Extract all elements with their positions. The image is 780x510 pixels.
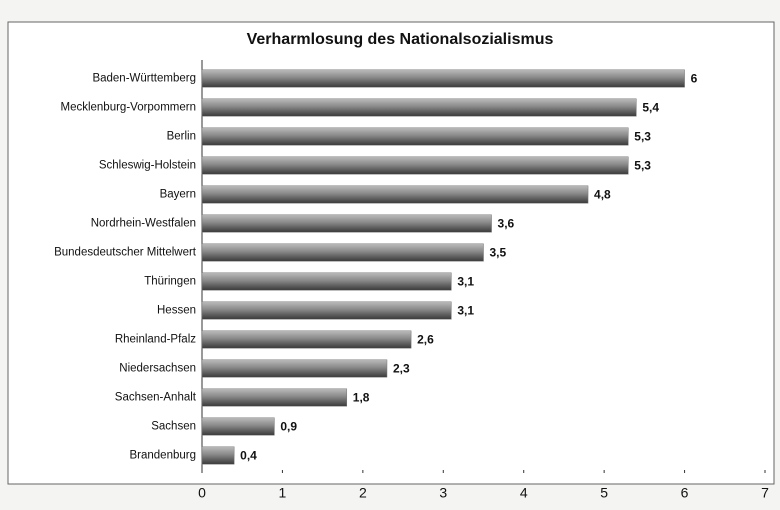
value-label: 3,1 bbox=[457, 304, 474, 318]
y-tick-label: Hessen bbox=[157, 305, 196, 317]
bar bbox=[201, 185, 589, 204]
y-tick-label: Bayern bbox=[160, 189, 196, 201]
x-tick-label: 1 bbox=[279, 485, 287, 501]
y-tick-label: Berlin bbox=[167, 131, 196, 143]
value-label: 2,3 bbox=[393, 362, 410, 376]
y-tick-label: Mecklenburg-Vorpommern bbox=[60, 102, 196, 114]
bar bbox=[201, 301, 452, 320]
y-tick-label: Baden-Württemberg bbox=[92, 73, 196, 85]
value-label: 3,1 bbox=[457, 275, 474, 289]
bar bbox=[201, 69, 685, 88]
y-tick-label: Sachsen-Anhalt bbox=[115, 392, 197, 404]
bar bbox=[201, 330, 412, 349]
x-tick-label: 5 bbox=[600, 485, 608, 501]
value-label: 6 bbox=[691, 72, 698, 86]
y-tick-label: Bundesdeutscher Mittelwert bbox=[54, 247, 197, 259]
y-tick-label: Sachsen bbox=[151, 421, 196, 433]
bar bbox=[201, 417, 275, 436]
bar bbox=[201, 272, 452, 291]
value-label: 0,9 bbox=[280, 420, 297, 434]
x-tick-label: 4 bbox=[520, 485, 528, 501]
y-tick-label: Nordrhein-Westfalen bbox=[91, 218, 196, 230]
value-label: 0,4 bbox=[240, 449, 257, 463]
bar bbox=[201, 359, 388, 378]
x-tick-label: 7 bbox=[761, 485, 769, 501]
chart-title: Verharmlosung des Nationalsozialismus bbox=[247, 31, 554, 48]
bar bbox=[201, 243, 484, 262]
x-tick-label: 3 bbox=[439, 485, 447, 501]
y-tick-label: Schleswig-Holstein bbox=[99, 160, 196, 172]
bar bbox=[201, 214, 492, 233]
value-label: 5,4 bbox=[642, 101, 659, 115]
bar bbox=[201, 127, 629, 146]
bar bbox=[201, 446, 235, 465]
bar bbox=[201, 98, 637, 117]
value-label: 4,8 bbox=[594, 188, 611, 202]
y-tick-label: Niedersachsen bbox=[119, 363, 196, 375]
bar bbox=[201, 156, 629, 175]
value-label: 3,6 bbox=[498, 217, 515, 231]
value-label: 1,8 bbox=[353, 391, 370, 405]
y-tick-label: Thüringen bbox=[144, 276, 196, 288]
bar bbox=[201, 388, 348, 407]
value-label: 5,3 bbox=[634, 130, 651, 144]
x-tick-label: 2 bbox=[359, 485, 367, 501]
value-label: 2,6 bbox=[417, 333, 434, 347]
value-label: 3,5 bbox=[490, 246, 507, 260]
y-tick-label: Brandenburg bbox=[130, 450, 197, 462]
x-tick-label: 6 bbox=[681, 485, 689, 501]
value-label: 5,3 bbox=[634, 159, 651, 173]
x-tick-label: 0 bbox=[198, 485, 206, 501]
y-tick-label: Rheinland-Pfalz bbox=[115, 334, 196, 346]
